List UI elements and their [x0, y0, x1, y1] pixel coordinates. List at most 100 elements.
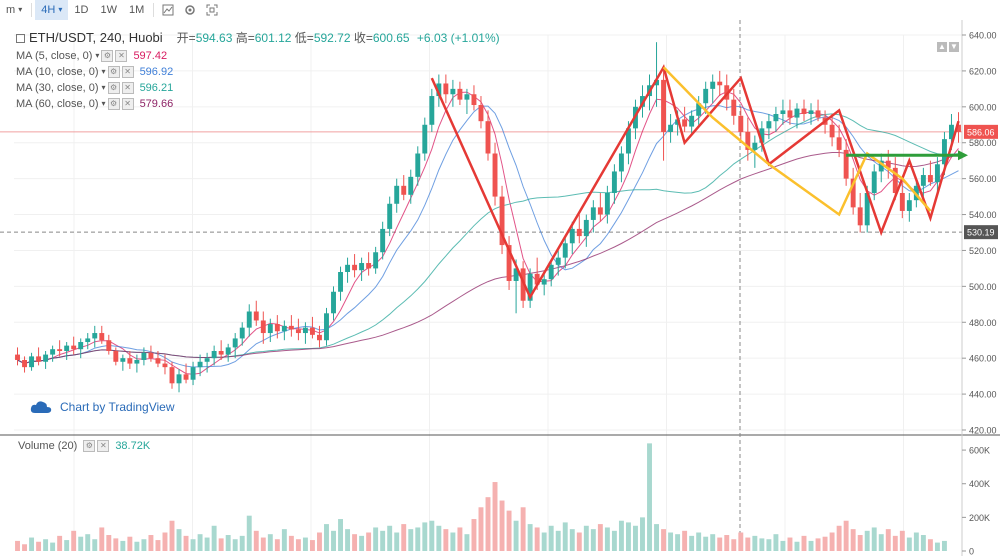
- volume-bar: [148, 535, 154, 551]
- symbol-search-button[interactable]: m ▾: [0, 0, 28, 20]
- fullscreen-button[interactable]: [201, 0, 223, 20]
- volume-bar: [492, 482, 498, 551]
- candle-body: [134, 359, 140, 364]
- price-tick-label: 500.00: [969, 282, 997, 292]
- settings-icon[interactable]: ⚙: [107, 98, 120, 110]
- chevron-down-icon[interactable]: ▾: [95, 51, 100, 60]
- close-icon[interactable]: ✕: [115, 50, 128, 62]
- volume-bar: [373, 527, 379, 551]
- price-tick-label: 420.00: [969, 426, 997, 436]
- volume-bar: [892, 535, 898, 551]
- volume-bar: [640, 517, 645, 551]
- candle-body: [218, 351, 224, 355]
- volume-bar: [401, 524, 407, 551]
- volume-bar: [274, 539, 280, 551]
- volume-bar: [302, 537, 308, 551]
- volume-bar: [57, 535, 63, 551]
- symbol-title-row: ETH/USDT, 240, Huobi 开=594.63 高=601.12 低…: [16, 28, 500, 48]
- volume-bar: [878, 534, 884, 551]
- volume-bar: [429, 520, 435, 551]
- candle-body: [309, 327, 315, 335]
- scale-down-icon[interactable]: ▼: [949, 42, 959, 52]
- volume-bar: [183, 535, 189, 551]
- candle-body: [787, 110, 793, 118]
- high-label: 高=: [235, 31, 255, 45]
- settings-icon[interactable]: ⚙: [107, 66, 120, 78]
- scale-up-icon[interactable]: ▲: [937, 42, 947, 52]
- candle-body: [387, 203, 393, 229]
- volume-bar: [710, 534, 716, 551]
- candle-body: [829, 124, 835, 138]
- close-icon[interactable]: ✕: [121, 66, 134, 78]
- current-price-tag: [964, 124, 998, 139]
- volume-bar: [906, 537, 912, 551]
- indicator-label: MA (60, close, 0): [16, 98, 99, 110]
- toolbar: m ▾ 4H ▾ 1D 1W 1M: [0, 0, 1000, 20]
- volume-bar: [162, 532, 168, 551]
- chevron-down-icon[interactable]: ▾: [101, 67, 106, 76]
- indicator-row-ma10[interactable]: MA (10, close, 0) ▾ ⚙ ✕ 596.92: [16, 64, 500, 80]
- price-tick-label: 480.00: [969, 318, 997, 328]
- ma-line-10: [17, 105, 959, 368]
- interval-4h-button[interactable]: 4H ▾: [35, 0, 69, 20]
- settings-icon[interactable]: ⚙: [83, 440, 96, 452]
- volume-bar: [85, 534, 91, 551]
- chart-type-button[interactable]: [157, 0, 179, 20]
- tradingview-branding[interactable]: Chart by TradingView: [30, 400, 175, 414]
- candle-body: [302, 327, 308, 334]
- ma-line-60: [17, 152, 959, 365]
- candle-body: [464, 94, 470, 100]
- volume-bar: [366, 532, 372, 551]
- volume-bar: [471, 519, 477, 551]
- candle-body: [864, 193, 870, 226]
- volume-bar: [843, 520, 849, 551]
- volume-bar: [633, 525, 638, 551]
- volume-bar: [668, 532, 674, 551]
- candle-body: [569, 228, 575, 244]
- price-chart[interactable]: 640.00 620.00 600.00 580.00 560.00 540.00 520.…: [0, 20, 1000, 556]
- indicator-row-ma60[interactable]: MA (60, close, 0) ▾ ⚙ ✕ 579.66: [16, 96, 500, 112]
- indicator-row-ma30[interactable]: MA (30, close, 0) ▾ ⚙ ✕ 596.21: [16, 80, 500, 96]
- candle-body: [394, 185, 400, 204]
- candle-body: [415, 153, 421, 177]
- volume-tick-label: 400K: [969, 479, 990, 489]
- candle-body: [401, 185, 407, 195]
- candle-body: [317, 334, 322, 341]
- chevron-down-icon[interactable]: ▾: [101, 99, 106, 108]
- settings-icon[interactable]: ⚙: [107, 82, 120, 94]
- volume-bar: [780, 540, 786, 551]
- volume-bar: [597, 524, 603, 551]
- volume-bar: [541, 532, 547, 551]
- candle-body: [443, 83, 449, 95]
- price-tick-label: 540.00: [969, 210, 997, 220]
- close-icon[interactable]: ✕: [121, 98, 134, 110]
- settings-icon[interactable]: ⚙: [101, 50, 114, 62]
- candle-body: [682, 119, 688, 127]
- volume-bar: [331, 530, 336, 551]
- candle-body: [436, 83, 442, 97]
- interval-1w-button[interactable]: 1W: [100, 4, 117, 16]
- close-icon[interactable]: ✕: [121, 82, 134, 94]
- volume-bar: [899, 530, 905, 551]
- indicator-row-ma5[interactable]: MA (5, close, 0) ▾ ⚙ ✕ 597.42: [16, 48, 500, 64]
- candle-body: [710, 81, 716, 89]
- interval-1d-button[interactable]: 1D: [74, 4, 89, 16]
- settings-button[interactable]: [179, 0, 201, 20]
- candle-body: [668, 124, 674, 132]
- candle-body: [583, 219, 589, 237]
- chevron-down-icon[interactable]: ▾: [101, 83, 106, 92]
- chevron-down-icon: ▾: [58, 5, 63, 14]
- interval-1m-button[interactable]: 1M: [128, 4, 145, 16]
- candle-body: [815, 110, 821, 118]
- change-value: +6.03 (+1.01%): [416, 31, 500, 45]
- candle-body: [295, 329, 301, 334]
- candle-body: [359, 263, 365, 271]
- candle-body: [197, 361, 203, 368]
- volume-bar: [415, 527, 421, 551]
- volume-bar: [267, 534, 273, 551]
- close-icon[interactable]: ✕: [97, 440, 110, 452]
- indicator-label: MA (30, close, 0): [16, 82, 99, 94]
- collapse-icon[interactable]: [16, 33, 25, 43]
- volume-bar: [499, 500, 505, 551]
- volume-bar: [738, 532, 744, 551]
